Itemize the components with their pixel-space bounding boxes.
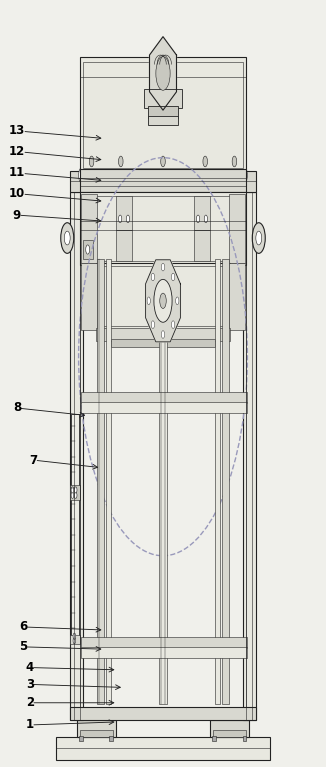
Circle shape <box>89 156 94 167</box>
Bar <box>81 647 247 657</box>
Bar <box>70 634 80 644</box>
Text: 12: 12 <box>9 145 101 162</box>
Text: 2: 2 <box>26 696 114 709</box>
Bar <box>96 262 230 330</box>
Bar <box>148 116 178 125</box>
Bar <box>81 262 97 330</box>
Circle shape <box>161 263 165 271</box>
Bar <box>70 192 83 720</box>
Bar <box>194 230 210 261</box>
Bar <box>110 736 113 741</box>
Bar <box>70 485 80 500</box>
Bar <box>143 89 183 108</box>
Bar <box>81 193 97 262</box>
Bar <box>243 192 256 720</box>
Bar <box>70 706 256 720</box>
Bar <box>80 729 113 737</box>
Bar <box>80 58 246 171</box>
Bar <box>80 170 246 192</box>
Circle shape <box>197 215 200 222</box>
Bar <box>56 737 270 760</box>
Bar <box>229 262 245 330</box>
Text: 4: 4 <box>26 661 114 674</box>
Circle shape <box>147 297 150 304</box>
Circle shape <box>119 215 122 222</box>
Bar <box>83 196 243 261</box>
Circle shape <box>204 215 207 222</box>
Text: 3: 3 <box>26 678 120 691</box>
Bar <box>81 392 247 403</box>
Text: 5: 5 <box>19 640 101 653</box>
Circle shape <box>73 637 76 644</box>
Text: 13: 13 <box>9 124 101 140</box>
Bar <box>194 196 210 230</box>
Circle shape <box>79 168 85 183</box>
Bar <box>243 736 246 741</box>
Bar <box>81 637 247 647</box>
Bar <box>83 239 93 258</box>
Circle shape <box>171 321 175 328</box>
Bar <box>148 107 178 118</box>
Circle shape <box>74 492 77 499</box>
Circle shape <box>241 168 247 183</box>
Text: 7: 7 <box>29 453 97 469</box>
Bar <box>83 62 243 168</box>
Text: 10: 10 <box>9 187 101 203</box>
Circle shape <box>156 57 170 91</box>
Bar <box>116 196 132 230</box>
Bar <box>79 736 83 741</box>
Circle shape <box>161 156 165 167</box>
Bar <box>97 259 104 703</box>
Circle shape <box>61 222 74 253</box>
Bar <box>213 729 246 737</box>
Bar <box>210 720 249 737</box>
Circle shape <box>119 156 123 167</box>
Bar <box>111 339 215 347</box>
Bar <box>106 259 111 703</box>
Circle shape <box>252 222 265 253</box>
Circle shape <box>161 331 165 338</box>
Circle shape <box>151 321 155 328</box>
Circle shape <box>171 273 175 281</box>
Circle shape <box>64 231 70 245</box>
Text: 9: 9 <box>13 209 101 223</box>
Circle shape <box>160 293 166 308</box>
Bar <box>96 328 230 341</box>
Bar <box>159 328 167 703</box>
Bar <box>222 259 229 703</box>
Bar <box>81 402 247 413</box>
Bar <box>70 171 256 192</box>
Circle shape <box>86 245 90 254</box>
Text: 11: 11 <box>9 166 101 183</box>
Circle shape <box>71 492 74 499</box>
Circle shape <box>203 156 207 167</box>
Bar <box>116 230 132 261</box>
Circle shape <box>71 487 74 493</box>
Bar <box>212 736 216 741</box>
Circle shape <box>126 215 129 222</box>
Circle shape <box>176 297 179 304</box>
Circle shape <box>74 487 77 493</box>
Text: 6: 6 <box>19 621 101 634</box>
Text: 8: 8 <box>13 401 84 417</box>
Bar <box>77 720 116 737</box>
Bar <box>100 266 226 326</box>
Polygon shape <box>150 37 176 110</box>
Bar <box>71 414 79 640</box>
Polygon shape <box>146 260 180 342</box>
Circle shape <box>154 279 172 322</box>
Bar <box>80 192 246 265</box>
Bar <box>215 259 220 703</box>
Circle shape <box>232 156 237 167</box>
Text: 1: 1 <box>26 719 114 732</box>
Bar <box>229 193 245 262</box>
Circle shape <box>151 273 155 281</box>
Circle shape <box>256 231 262 245</box>
Circle shape <box>73 633 76 639</box>
